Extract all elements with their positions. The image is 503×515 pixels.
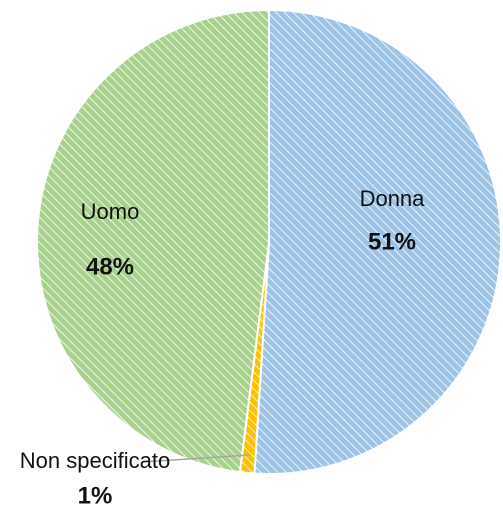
slice-value: 1% [78,482,113,509]
pie-slice [253,8,503,475]
slice-label: Non specificato [20,448,170,473]
slice-value: 48% [86,253,134,280]
slice-value: 51% [368,228,416,255]
pie-slice [36,8,270,474]
slice-label: Donna [360,186,426,211]
slice-label: Uomo [81,199,140,224]
leader-line [141,454,251,463]
